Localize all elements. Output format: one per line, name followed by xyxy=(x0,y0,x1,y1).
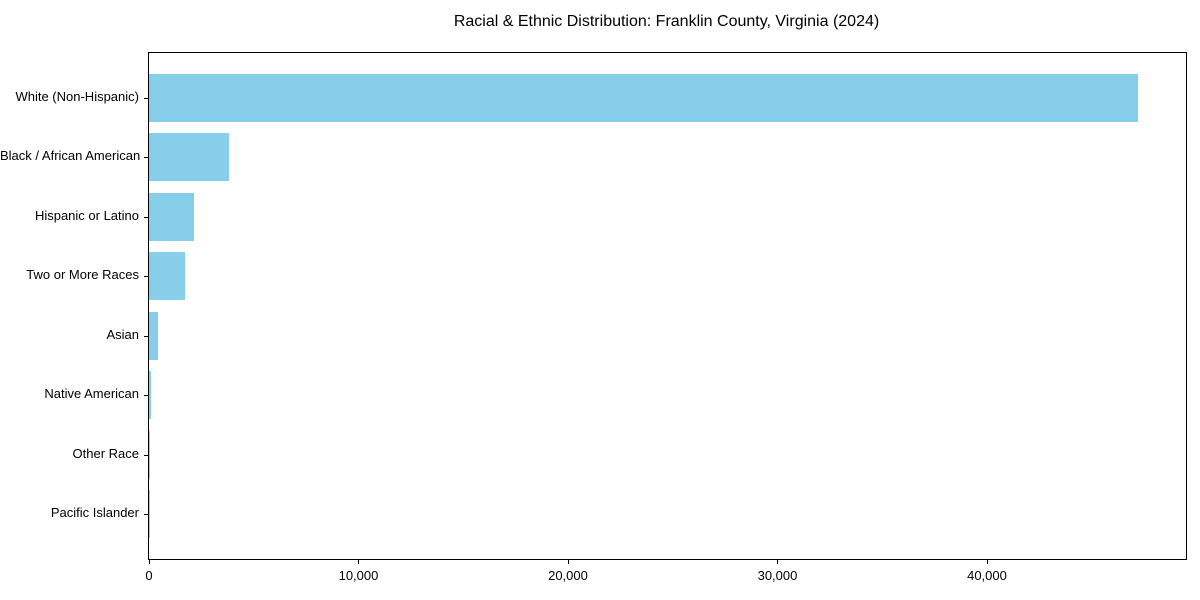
x-axis-tick-label: 20,000 xyxy=(548,568,588,583)
category-label: White (Non-Hispanic) xyxy=(15,89,139,104)
y-axis-tick xyxy=(144,454,148,456)
bar xyxy=(149,74,1138,122)
x-axis-tick xyxy=(777,560,779,564)
y-axis-tick xyxy=(144,395,148,397)
x-axis-tick xyxy=(567,560,569,564)
category-label: Native American xyxy=(44,386,139,402)
bar xyxy=(149,252,185,301)
plot-area: 0 10,000 20,000 30,000 40,000 xyxy=(144,52,1187,583)
category-label: Other Race xyxy=(72,445,139,461)
x-axis-tick xyxy=(149,560,150,564)
bar xyxy=(149,430,150,479)
bar xyxy=(149,371,151,420)
y-axis-tick xyxy=(144,216,148,218)
category-label: Pacific Islander xyxy=(50,505,139,520)
y-axis-tick xyxy=(144,157,148,159)
y-axis-tick xyxy=(144,335,148,337)
category-label: Black / African American xyxy=(0,148,141,164)
bar xyxy=(149,311,158,360)
bar xyxy=(149,133,229,182)
bar xyxy=(149,192,195,241)
x-axis-tick-label: 10,000 xyxy=(338,568,379,583)
x-axis-tick-label: 0 xyxy=(145,568,153,583)
y-axis-tick xyxy=(144,98,148,99)
category-label: Two or More Races xyxy=(26,267,139,283)
category-label: Asian xyxy=(106,326,139,342)
chart-title: Racial & Ethnic Distribution: Franklin C… xyxy=(453,13,880,30)
x-axis-tick xyxy=(986,560,988,564)
x-axis-tick-label: 30,000 xyxy=(757,568,798,583)
x-axis-tick xyxy=(358,560,360,564)
category-label: Hispanic or Latino xyxy=(34,207,139,223)
x-axis-tick-label: 40,000 xyxy=(967,568,1007,583)
y-axis-tick xyxy=(144,514,148,515)
y-axis-tick xyxy=(144,276,148,278)
